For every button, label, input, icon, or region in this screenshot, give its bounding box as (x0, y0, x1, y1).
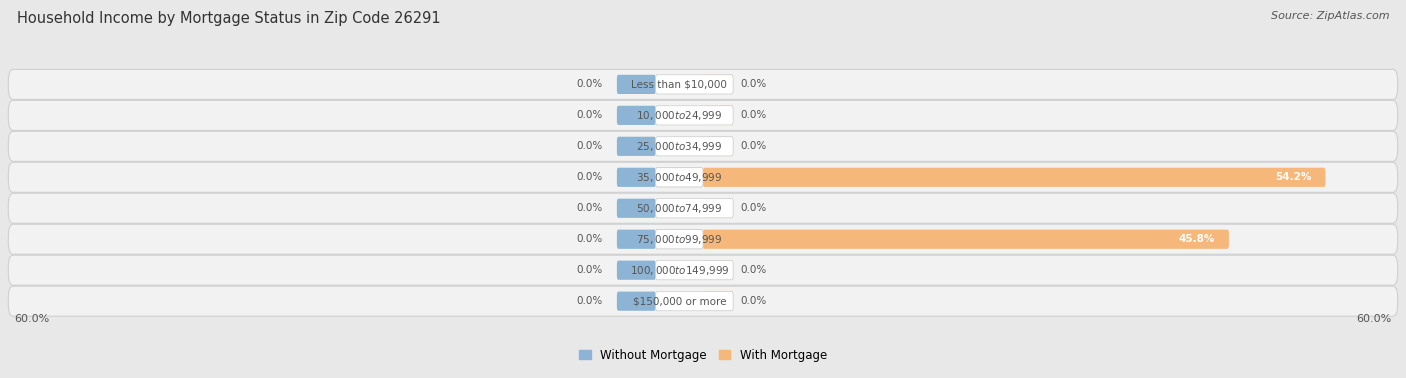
FancyBboxPatch shape (8, 162, 1398, 192)
FancyBboxPatch shape (8, 70, 1398, 99)
FancyBboxPatch shape (703, 199, 733, 218)
Text: $150,000 or more: $150,000 or more (633, 296, 725, 306)
Text: 0.0%: 0.0% (740, 296, 766, 306)
Text: 0.0%: 0.0% (576, 141, 603, 151)
Text: 0.0%: 0.0% (576, 296, 603, 306)
Text: 0.0%: 0.0% (576, 234, 603, 244)
FancyBboxPatch shape (703, 260, 733, 280)
Text: Less than $10,000: Less than $10,000 (631, 79, 727, 89)
Text: 0.0%: 0.0% (740, 203, 766, 213)
FancyBboxPatch shape (8, 100, 1398, 130)
Text: 0.0%: 0.0% (576, 110, 603, 120)
FancyBboxPatch shape (655, 168, 703, 187)
Text: $75,000 to $99,999: $75,000 to $99,999 (636, 233, 723, 246)
FancyBboxPatch shape (617, 229, 655, 249)
FancyBboxPatch shape (703, 168, 1326, 187)
Text: 0.0%: 0.0% (576, 172, 603, 182)
Text: 0.0%: 0.0% (740, 110, 766, 120)
FancyBboxPatch shape (703, 137, 733, 156)
Text: 0.0%: 0.0% (576, 265, 603, 275)
FancyBboxPatch shape (703, 291, 733, 311)
FancyBboxPatch shape (655, 106, 733, 125)
FancyBboxPatch shape (617, 199, 655, 218)
FancyBboxPatch shape (617, 106, 655, 125)
FancyBboxPatch shape (617, 291, 655, 311)
Legend: Without Mortgage, With Mortgage: Without Mortgage, With Mortgage (579, 349, 827, 362)
Text: 0.0%: 0.0% (576, 79, 603, 89)
FancyBboxPatch shape (655, 199, 733, 218)
Text: 45.8%: 45.8% (1178, 234, 1215, 244)
FancyBboxPatch shape (617, 168, 655, 187)
FancyBboxPatch shape (703, 75, 733, 94)
Text: 60.0%: 60.0% (1357, 314, 1392, 324)
Text: $10,000 to $24,999: $10,000 to $24,999 (636, 109, 723, 122)
FancyBboxPatch shape (8, 224, 1398, 254)
Text: 0.0%: 0.0% (740, 265, 766, 275)
Text: Household Income by Mortgage Status in Zip Code 26291: Household Income by Mortgage Status in Z… (17, 11, 440, 26)
FancyBboxPatch shape (655, 229, 703, 249)
Text: $50,000 to $74,999: $50,000 to $74,999 (636, 202, 723, 215)
FancyBboxPatch shape (8, 255, 1398, 285)
Text: Source: ZipAtlas.com: Source: ZipAtlas.com (1271, 11, 1389, 21)
FancyBboxPatch shape (617, 75, 655, 94)
Text: 60.0%: 60.0% (14, 314, 49, 324)
FancyBboxPatch shape (655, 291, 733, 311)
FancyBboxPatch shape (8, 286, 1398, 316)
Text: 0.0%: 0.0% (740, 79, 766, 89)
FancyBboxPatch shape (617, 137, 655, 156)
Text: 0.0%: 0.0% (576, 203, 603, 213)
FancyBboxPatch shape (655, 168, 703, 187)
FancyBboxPatch shape (8, 193, 1398, 223)
Text: 0.0%: 0.0% (740, 141, 766, 151)
FancyBboxPatch shape (655, 75, 733, 94)
FancyBboxPatch shape (703, 106, 733, 125)
FancyBboxPatch shape (655, 137, 733, 156)
FancyBboxPatch shape (8, 131, 1398, 161)
Text: 54.2%: 54.2% (1275, 172, 1312, 182)
FancyBboxPatch shape (703, 229, 1229, 249)
FancyBboxPatch shape (617, 260, 655, 280)
Text: $25,000 to $34,999: $25,000 to $34,999 (636, 140, 723, 153)
Text: $35,000 to $49,999: $35,000 to $49,999 (636, 171, 723, 184)
FancyBboxPatch shape (655, 260, 733, 280)
FancyBboxPatch shape (655, 229, 703, 249)
Text: $100,000 to $149,999: $100,000 to $149,999 (630, 264, 730, 277)
